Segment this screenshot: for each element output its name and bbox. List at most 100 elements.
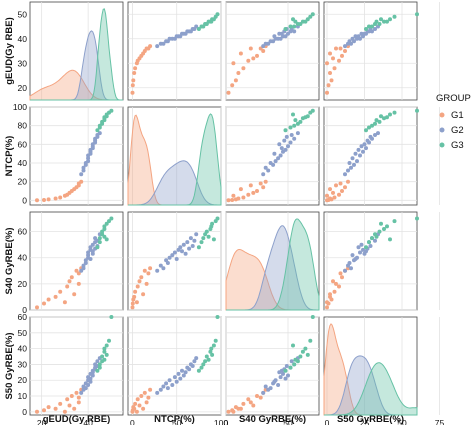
panel-s40-vs-s50 xyxy=(323,211,440,311)
point-g3-s50-vs-ntcp xyxy=(211,343,216,348)
point-g1-geud-vs-ntcp xyxy=(130,83,135,88)
point-g1-ntcp-vs-geud xyxy=(58,195,63,200)
y-tick-label-s50: 20 xyxy=(18,375,28,385)
point-g1-ntcp-vs-s40 xyxy=(236,196,241,201)
point-g3-s50-vs-geud xyxy=(102,349,107,354)
point-g2-s50-vs-ntcp xyxy=(176,371,181,376)
point-g1-ntcp-vs-s40 xyxy=(241,195,246,200)
point-g1-geud-vs-s50 xyxy=(337,58,341,63)
point-g3-ntcp-vs-s50 xyxy=(382,116,386,121)
point-g2-s40-vs-s50 xyxy=(347,261,352,265)
panel-s50-vs-s50 xyxy=(323,316,440,416)
point-g2-geud-vs-s50 xyxy=(343,44,347,49)
point-g3-geud-vs-s40 xyxy=(288,24,293,29)
point-g3-ntcp-vs-s40 xyxy=(292,123,297,128)
point-g1-s50-vs-ntcp xyxy=(142,390,147,395)
point-g1-ntcp-vs-s40 xyxy=(226,198,231,203)
point-g2-s40-vs-ntcp xyxy=(167,255,172,260)
x-tick-label-s50: 50 xyxy=(397,418,407,425)
point-g2-geud-vs-s40 xyxy=(261,44,266,49)
point-g3-geud-vs-ntcp xyxy=(215,12,220,17)
point-g2-s40-vs-ntcp xyxy=(170,253,175,258)
point-g1-ntcp-vs-s50 xyxy=(340,189,344,193)
point-g1-s40-vs-ntcp xyxy=(135,284,140,289)
point-g3-geud-vs-s40 xyxy=(310,12,315,17)
point-g2-s40-vs-ntcp xyxy=(188,236,193,241)
point-g2-ntcp-vs-geud xyxy=(81,168,86,173)
point-g3-geud-vs-s50 xyxy=(385,19,389,24)
point-g2-s50-vs-ntcp xyxy=(178,376,183,381)
point-g1-s50-vs-s40 xyxy=(258,395,263,400)
point-g1-geud-vs-s40 xyxy=(241,66,246,71)
x-tick-label-s50: 75 xyxy=(435,418,445,425)
point-g2-ntcp-vs-s40 xyxy=(276,156,281,161)
point-g1-s40-vs-s50 xyxy=(325,300,329,305)
point-g2-s50-vs-ntcp xyxy=(155,390,160,395)
point-g3-geud-vs-s40 xyxy=(291,17,295,22)
point-g3-s40-vs-ntcp xyxy=(206,234,211,239)
point-g3-s40-vs-s50 xyxy=(392,219,397,224)
point-g3-s40-vs-ntcp xyxy=(201,236,206,241)
point-g2-s40-vs-geud xyxy=(79,268,84,273)
point-g2-s50-vs-ntcp xyxy=(192,359,197,364)
panel-ntcp-vs-s50 xyxy=(323,106,440,206)
point-g3-s40-vs-s50 xyxy=(382,227,386,231)
point-g1-ntcp-vs-s50 xyxy=(332,195,337,200)
point-g3-ntcp-vs-s40 xyxy=(288,125,293,130)
panel-frame xyxy=(323,316,418,416)
y-tick-label-ntcp: 80 xyxy=(18,121,28,131)
point-g3-ntcp-vs-s50 xyxy=(373,121,377,126)
point-g1-s40-vs-ntcp xyxy=(141,292,146,297)
density-geud-g3 xyxy=(30,8,123,101)
point-g1-geud-vs-s50 xyxy=(325,90,329,95)
density-ntcp-g2 xyxy=(128,160,221,206)
point-g2-s40-vs-ntcp xyxy=(172,250,177,255)
point-g2-s40-vs-geud xyxy=(90,242,95,247)
x-tick-label-ntcp: 50 xyxy=(172,418,182,425)
legend-label-g3: G3 xyxy=(451,140,464,151)
point-g2-ntcp-vs-s50 xyxy=(368,134,373,139)
point-g3-ntcp-vs-s50 xyxy=(370,123,374,128)
point-g2-ntcp-vs-s50 xyxy=(350,156,355,161)
point-g1-s50-vs-s40 xyxy=(226,409,231,414)
point-g3-s50-vs-geud xyxy=(100,354,105,359)
point-g3-s50-vs-ntcp xyxy=(215,315,220,319)
point-g2-s50-vs-ntcp xyxy=(190,364,195,368)
point-g2-s40-vs-geud xyxy=(83,261,88,265)
point-g1-ntcp-vs-geud xyxy=(42,198,46,202)
point-g1-ntcp-vs-s50 xyxy=(334,183,338,188)
point-g2-s40-vs-s50 xyxy=(343,268,347,273)
point-g1-ntcp-vs-s50 xyxy=(328,196,332,201)
point-g2-geud-vs-s50 xyxy=(373,27,377,31)
point-g2-s50-vs-geud xyxy=(88,376,93,381)
point-g2-s50-vs-s40 xyxy=(283,376,288,381)
point-g3-ntcp-vs-geud xyxy=(109,108,114,113)
point-g1-s50-vs-geud xyxy=(69,394,74,398)
panel-frame xyxy=(225,316,320,416)
point-g2-s40-vs-s50 xyxy=(349,266,353,271)
x-tick-label-geud: 40 xyxy=(83,418,93,425)
point-g2-ntcp-vs-s50 xyxy=(361,149,365,154)
point-g1-ntcp-vs-s40 xyxy=(248,183,253,188)
point-g3-s40-vs-geud xyxy=(95,245,100,250)
point-g1-s40-vs-geud xyxy=(74,268,79,273)
point-g2-s40-vs-ntcp xyxy=(183,251,188,256)
point-g1-s50-vs-s40 xyxy=(251,403,256,408)
point-g2-s40-vs-geud xyxy=(81,266,86,271)
y-tick-label-s50: 40 xyxy=(18,344,28,354)
point-g1-geud-vs-s50 xyxy=(326,83,331,88)
point-g1-s40-vs-ntcp xyxy=(142,268,147,273)
legend-marker-g1 xyxy=(439,112,445,118)
point-g1-geud-vs-ntcp xyxy=(132,71,137,75)
point-g1-ntcp-vs-geud xyxy=(53,196,58,201)
point-g2-ntcp-vs-s50 xyxy=(359,144,364,149)
point-g1-s50-vs-geud xyxy=(46,405,51,410)
point-g1-s50-vs-ntcp xyxy=(133,401,138,406)
point-g3-s50-vs-ntcp xyxy=(199,365,204,370)
point-g3-s50-vs-geud xyxy=(97,362,102,367)
panel-frame xyxy=(29,316,124,416)
x-axis-label-ntcp: NTCP(%) xyxy=(154,414,195,425)
point-g1-s50-vs-ntcp xyxy=(135,397,140,402)
point-g2-ntcp-vs-s50 xyxy=(352,162,356,167)
